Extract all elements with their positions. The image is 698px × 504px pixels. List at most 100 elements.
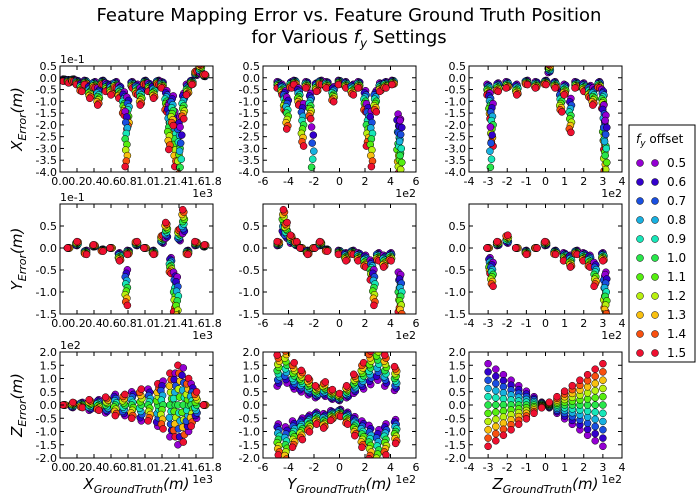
y-tick-label: 0.0 [449, 72, 467, 85]
x-offset-text: 1e2 [601, 473, 622, 486]
data-point [398, 123, 406, 132]
data-point [395, 177, 402, 184]
data-point [571, 84, 579, 92]
x-tick-label: -2 [309, 317, 320, 330]
data-point [176, 139, 185, 147]
data-point [530, 409, 538, 418]
x-tick-label: 1 [561, 461, 568, 474]
x-tick-label: 1.8 [204, 461, 222, 474]
data-point [374, 463, 381, 470]
data-point [308, 139, 316, 147]
data-point [310, 188, 317, 195]
data-point [140, 244, 148, 252]
data-point [296, 244, 304, 252]
y-tick-label: -1.5 [36, 107, 57, 120]
data-point [492, 372, 500, 381]
data-point [316, 237, 324, 246]
data-point [349, 370, 358, 379]
data-point [179, 364, 188, 372]
data-point [82, 250, 91, 259]
data-point [329, 97, 338, 106]
data-point [603, 158, 611, 167]
y-tick-label: -3.5 [36, 154, 57, 167]
data-point [322, 84, 330, 92]
data-point [494, 87, 502, 96]
data-point [354, 84, 362, 92]
y-tick-label: 0.0 [40, 242, 58, 255]
data-point [398, 158, 406, 167]
y-tick-label: -3.5 [445, 154, 466, 167]
data-point [486, 188, 493, 195]
x-tick-label: 3 [599, 317, 606, 330]
data-point [121, 162, 129, 171]
x-axis-label: XGroundTruth(m) [83, 475, 190, 496]
legend-marker [651, 159, 659, 167]
x-tick-label: 2 [580, 175, 587, 188]
data-point [374, 336, 381, 343]
x-tick-label: -4 [283, 317, 294, 330]
data-point [551, 84, 559, 92]
data-point [374, 352, 383, 356]
data-point [178, 205, 187, 214]
y-tick-label: -2.5 [36, 131, 57, 144]
legend-marker [636, 330, 644, 338]
y-tick-label: -2.0 [239, 452, 260, 465]
data-point [484, 426, 492, 434]
x-tick-label: -4 [464, 175, 475, 188]
legend-marker [651, 273, 659, 281]
data-point [365, 455, 373, 458]
x-tick-label: -2 [309, 461, 320, 474]
subplot-r1-c2 [468, 203, 623, 315]
x-offset-text: 1e2 [395, 473, 416, 486]
x-tick-label: 4 [387, 461, 394, 474]
y-tick-label: -3.0 [239, 142, 260, 155]
data-point [504, 231, 512, 239]
legend-marker [636, 235, 644, 243]
data-point [309, 196, 316, 203]
subplot-r0-c2 [468, 65, 623, 195]
x-tick-label: 1 [561, 175, 568, 188]
data-point [343, 420, 352, 428]
data-point [492, 415, 500, 424]
legend-entry-label: 0.6 [667, 175, 686, 189]
x-tick-label: 6 [413, 317, 420, 330]
x-tick-label: 0.4 [85, 175, 103, 188]
legend-marker [636, 292, 644, 300]
data-point [396, 165, 405, 172]
data-point [599, 368, 607, 376]
y-tick-label: 0.0 [40, 72, 58, 85]
subplot-r1-c1 [262, 203, 417, 315]
x-tick-label: 4 [619, 317, 626, 330]
data-point [492, 379, 500, 388]
x-tick-label: -4 [464, 461, 475, 474]
data-point [599, 417, 607, 426]
data-point [507, 426, 515, 434]
subplot-r2-c1 [262, 336, 417, 470]
data-point [492, 401, 500, 409]
y-tick-label: -3.0 [36, 142, 57, 155]
data-point [591, 415, 599, 424]
legend-entry-label: 1.3 [667, 308, 686, 322]
data-point [284, 344, 291, 351]
data-point [397, 144, 406, 153]
x-tick-label: 0 [336, 317, 343, 330]
data-point [396, 151, 404, 160]
x-tick-label: 4 [619, 461, 626, 474]
data-point [599, 384, 607, 393]
data-point [396, 173, 403, 180]
y-tick-label: -1.0 [239, 95, 260, 108]
data-point [89, 241, 98, 249]
legend-marker [636, 197, 644, 205]
y-tick-label: -1.5 [239, 107, 260, 120]
data-point [282, 125, 291, 133]
data-point [326, 416, 335, 425]
data-point [601, 130, 610, 139]
data-point [178, 371, 186, 380]
y-tick-label: -0.5 [239, 264, 260, 277]
data-point [514, 420, 523, 429]
data-point [367, 162, 376, 171]
data-point [176, 188, 183, 195]
x-tick-label: 0 [542, 175, 549, 188]
data-point [165, 382, 174, 390]
